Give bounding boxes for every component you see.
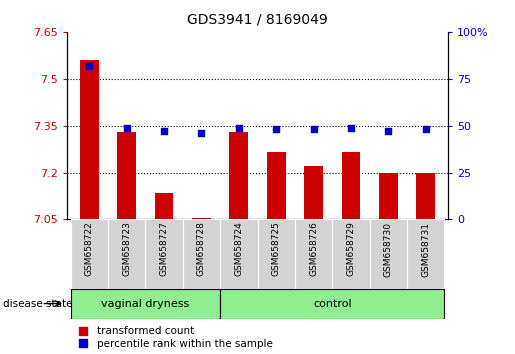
Point bbox=[123, 125, 131, 130]
Text: GSM658730: GSM658730 bbox=[384, 222, 393, 276]
Text: GSM658727: GSM658727 bbox=[160, 222, 168, 276]
Point bbox=[384, 129, 392, 134]
Text: GSM658726: GSM658726 bbox=[309, 222, 318, 276]
Bar bbox=[379, 172, 398, 219]
Point bbox=[310, 127, 318, 132]
Bar bbox=[258, 219, 295, 289]
Point bbox=[272, 127, 280, 132]
Text: GSM658723: GSM658723 bbox=[122, 222, 131, 276]
Bar bbox=[108, 219, 145, 289]
Text: GSM658725: GSM658725 bbox=[272, 222, 281, 276]
Bar bbox=[304, 166, 323, 219]
Legend: transformed count, percentile rank within the sample: transformed count, percentile rank withi… bbox=[72, 326, 273, 349]
Bar bbox=[370, 219, 407, 289]
Bar bbox=[230, 132, 248, 219]
Bar bbox=[80, 60, 99, 219]
Bar bbox=[183, 219, 220, 289]
Text: vaginal dryness: vaginal dryness bbox=[101, 298, 190, 309]
Text: control: control bbox=[313, 298, 352, 309]
Point bbox=[160, 129, 168, 134]
Bar bbox=[295, 219, 332, 289]
Text: GDS3941 / 8169049: GDS3941 / 8169049 bbox=[187, 12, 328, 27]
Point bbox=[197, 130, 205, 136]
Point bbox=[347, 125, 355, 130]
Bar bbox=[154, 193, 174, 219]
Bar bbox=[145, 219, 183, 289]
Text: GSM658722: GSM658722 bbox=[85, 222, 94, 276]
Text: GSM658724: GSM658724 bbox=[234, 222, 243, 276]
Bar bbox=[416, 172, 435, 219]
Bar bbox=[332, 219, 370, 289]
Point bbox=[85, 63, 94, 68]
Text: GSM658728: GSM658728 bbox=[197, 222, 206, 276]
Text: disease state: disease state bbox=[3, 298, 72, 309]
Text: GSM658731: GSM658731 bbox=[421, 222, 430, 276]
Bar bbox=[341, 152, 360, 219]
Point bbox=[235, 125, 243, 130]
Bar bbox=[220, 289, 444, 319]
Point bbox=[421, 127, 430, 132]
Text: GSM658729: GSM658729 bbox=[347, 222, 355, 276]
Bar bbox=[71, 219, 108, 289]
Bar bbox=[117, 132, 136, 219]
Bar bbox=[407, 219, 444, 289]
Bar bbox=[71, 289, 220, 319]
Bar bbox=[267, 152, 285, 219]
Bar bbox=[192, 218, 211, 219]
Bar bbox=[220, 219, 258, 289]
